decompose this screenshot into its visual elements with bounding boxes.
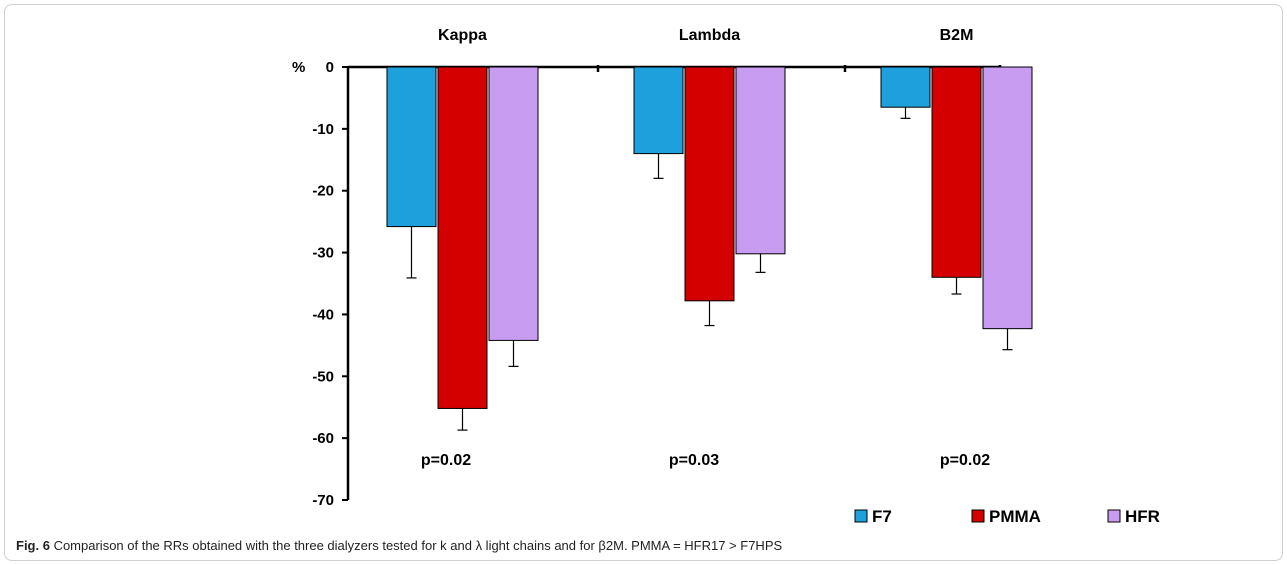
legend-label-pmma: PMMA — [989, 507, 1041, 526]
legend-swatch-hfr — [1107, 509, 1121, 523]
bar-f7-lambda — [633, 66, 684, 155]
bar-pmma-b2m — [931, 66, 982, 278]
bar-f7-kappa — [386, 66, 437, 228]
category-label-b2m: B2M — [940, 27, 974, 44]
p-value-annotation-0: p=0.02 — [421, 452, 471, 469]
y-tick-label-2: -20 — [312, 183, 334, 200]
bar-pmma-lambda — [684, 66, 735, 302]
y-axis-label: % — [292, 59, 305, 76]
figure-caption: Fig. 6 Comparison of the RRs obtained wi… — [16, 538, 782, 553]
p-value-annotation-1: p=0.03 — [669, 452, 719, 469]
bar-hfr-lambda — [735, 66, 786, 255]
legend-label-f7: F7 — [872, 507, 892, 526]
bar-hfr-kappa — [488, 66, 539, 341]
category-label-lambda: Lambda — [679, 27, 740, 44]
caption-text: Comparison of the RRs obtained with the … — [49, 538, 783, 553]
bar-f7-b2m — [880, 66, 931, 108]
legend-swatch-f7 — [854, 509, 868, 523]
y-tick-label-0: 0 — [326, 59, 334, 76]
category-label-kappa: Kappa — [438, 27, 487, 44]
caption-label: Fig. 6 — [16, 538, 50, 553]
y-tick-label-6: -60 — [312, 430, 334, 447]
y-tick-label-3: -30 — [312, 245, 334, 262]
bar-chart: 0 -10 -20 -30 -40 -50 -60 -70% Kappa Lambda B2M p=0… — [292, 27, 1160, 526]
bar-hfr-b2m — [982, 66, 1033, 330]
y-tick-label-5: -50 — [312, 368, 334, 385]
y-tick-label-1: -10 — [312, 121, 334, 138]
bar-pmma-kappa — [437, 66, 488, 409]
y-tick-label-7: -70 — [312, 492, 334, 509]
p-value-annotation-2: p=0.02 — [940, 452, 990, 469]
y-tick-label-4: -40 — [312, 306, 334, 323]
figure-frame — [4, 4, 1283, 561]
legend-swatch-pmma — [971, 509, 985, 523]
legend-label-hfr: HFR — [1125, 507, 1160, 526]
